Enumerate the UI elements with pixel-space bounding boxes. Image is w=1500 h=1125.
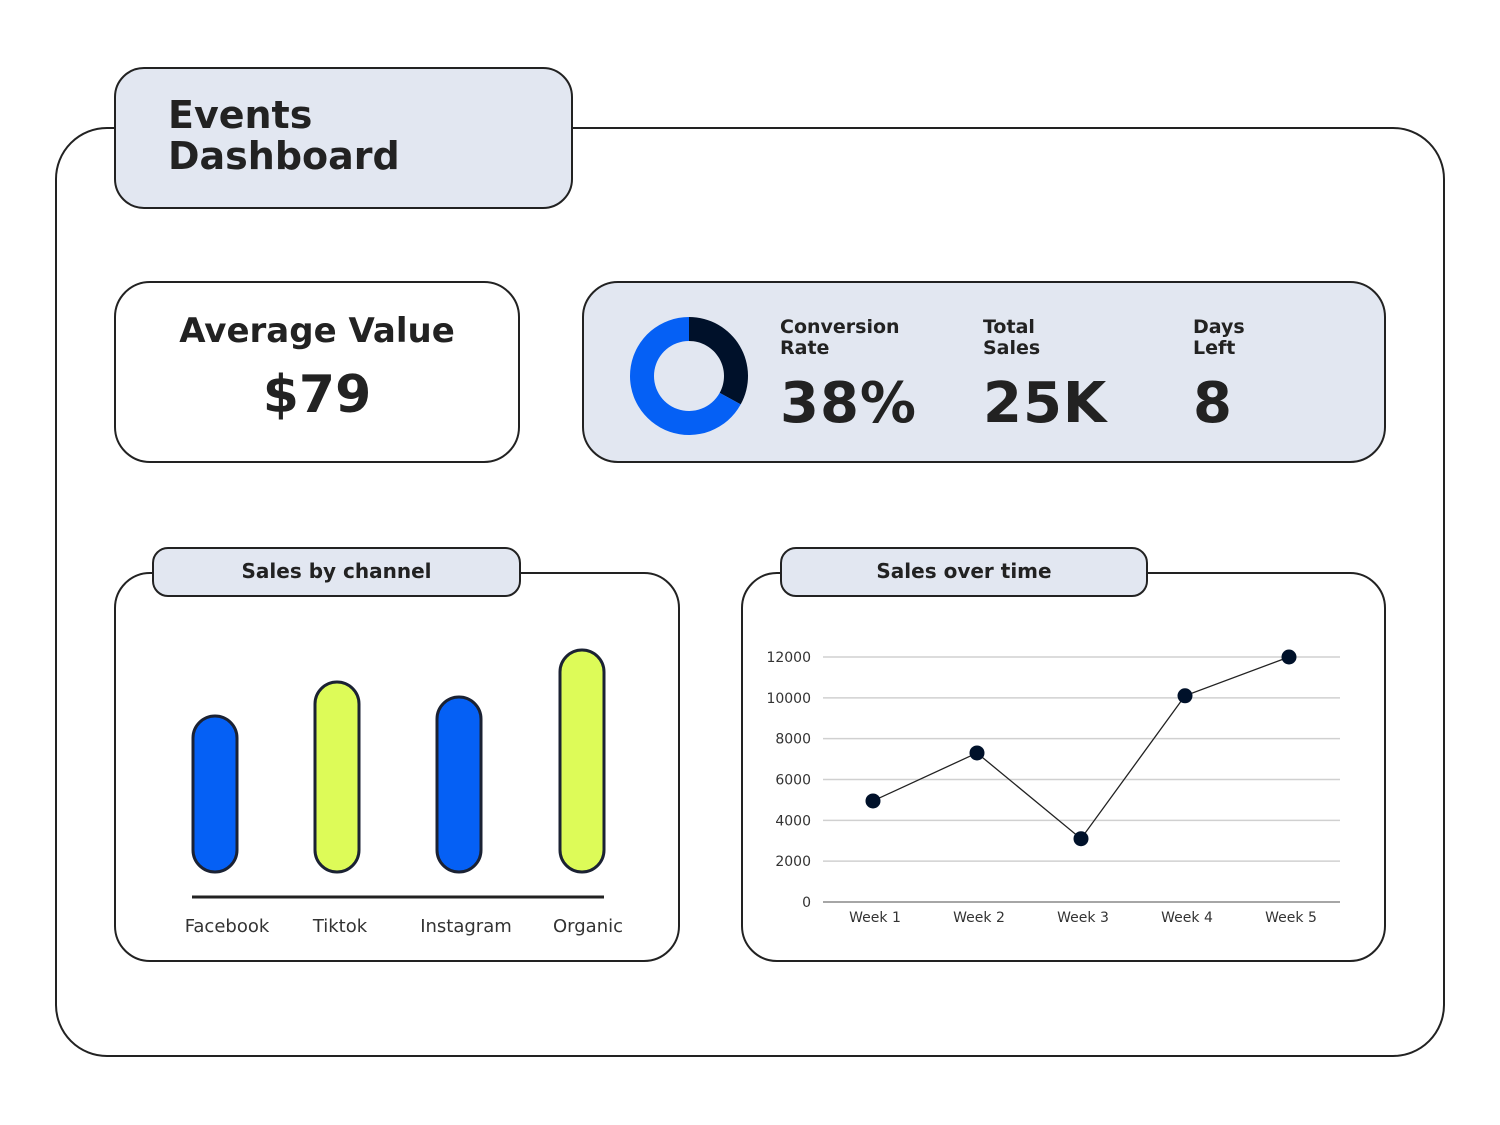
title-line-2: Dashboard (168, 134, 400, 178)
bar-label: Tiktok (312, 916, 368, 937)
bar-instagram (435, 695, 483, 874)
bar-label: Organic (553, 916, 623, 937)
x-tick-label: Week 1 (849, 910, 901, 926)
bar-chart: Facebook Tiktok Instagram Organic (185, 648, 623, 937)
stat-label: Total (983, 316, 1035, 338)
stat-total-sales: Total Sales 25K (983, 316, 1113, 437)
average-value-card: Average Value $79 (114, 281, 520, 463)
bar-facebook (191, 714, 239, 874)
data-point (1073, 831, 1089, 847)
y-tick-label: 8000 (775, 732, 811, 748)
x-tick-label: Week 4 (1161, 910, 1213, 926)
line-chart: 0 2000 4000 6000 8000 10000 12000 Week 1 Week 2 W… (766, 649, 1340, 926)
y-tick-label: 6000 (775, 773, 811, 789)
stat-value: 8 (1193, 371, 1233, 436)
data-point (1281, 649, 1297, 665)
x-tick-label: Week 3 (1057, 910, 1109, 926)
donut-slice (630, 317, 741, 435)
bar-tiktok (313, 680, 361, 874)
sales-over-time-title: Sales over time (780, 547, 1148, 597)
stat-conversion-rate: Conversion Rate 38% (780, 316, 918, 437)
stat-label: Days (1193, 316, 1245, 338)
bar-organic (558, 648, 606, 874)
conversion-donut (630, 317, 748, 435)
y-tick-label: 2000 (775, 854, 811, 870)
y-tick-label: 10000 (766, 691, 811, 707)
y-tick-label: 12000 (766, 650, 811, 666)
stat-label: Conversion (780, 316, 900, 338)
x-tick-label: Week 5 (1265, 910, 1317, 926)
page-title: Events Dashboard (114, 67, 573, 209)
sales-by-channel-title: Sales by channel (152, 547, 521, 597)
y-tick-label: 0 (802, 895, 811, 911)
x-tick-label: Week 2 (953, 910, 1005, 926)
bar-label: Facebook (185, 916, 270, 937)
stats-card: Conversion Rate 38% Total Sales 25K Days Le… (582, 281, 1386, 463)
stat-label: Left (1193, 337, 1236, 359)
sales-line (872, 656, 1290, 840)
donut-slice (689, 317, 748, 405)
stat-label: Rate (780, 337, 830, 359)
bar-label: Instagram (420, 916, 512, 937)
average-value-label: Average Value (179, 311, 455, 351)
data-point (969, 745, 985, 761)
stat-value: 25K (983, 371, 1108, 436)
title-line-1: Events (168, 93, 313, 137)
y-tick-label: 4000 (775, 813, 811, 829)
average-value: $79 (262, 365, 372, 425)
stat-label: Sales (983, 337, 1041, 359)
data-point (865, 793, 881, 809)
data-point (1177, 688, 1193, 704)
stat-value: 38% (780, 371, 918, 436)
stat-days-left: Days Left 8 (1193, 316, 1323, 437)
